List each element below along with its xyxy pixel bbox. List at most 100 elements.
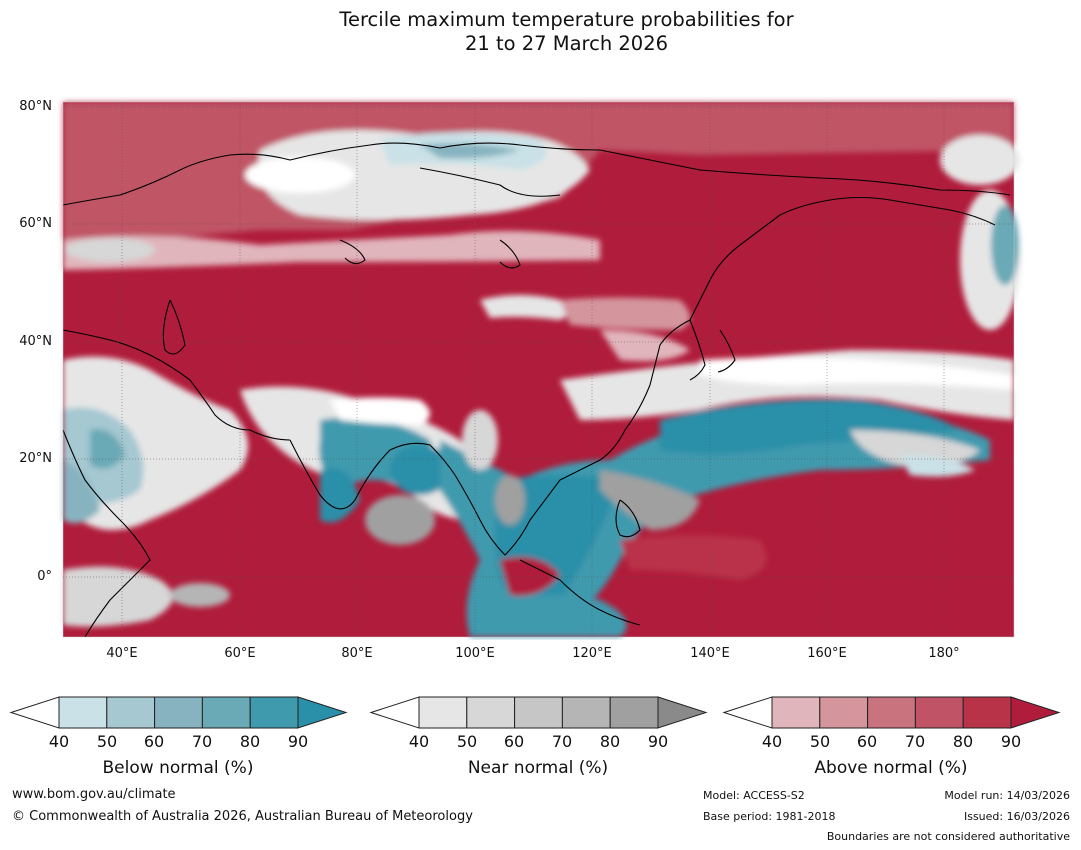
east-africa-near [63,566,173,627]
probability-map [62,101,1020,638]
near-bar-segment [466,696,516,729]
model-text: Model: ACCESS-S2 [703,789,805,802]
below-normal-colorbar [9,696,348,729]
above-tick-90: 90 [1000,732,1022,751]
horn-africa-below [63,460,100,524]
coastline [519,559,641,626]
near-tick-70: 70 [551,732,573,751]
lat-label-40n: 40°N [19,334,52,349]
se-asia-below [440,406,990,637]
indian-ocean-near [170,583,230,607]
pacific-below-east [900,455,975,477]
above-bar-segment [819,696,869,729]
java-sea-below [470,595,627,637]
near-tick-50: 50 [456,732,478,751]
above-tick-80: 80 [952,732,974,751]
below-bar-segment [249,696,299,729]
near-bar-segment [609,696,659,729]
above-tick-50: 50 [809,732,831,751]
near-bar-segment [561,696,611,729]
website-link[interactable]: www.bom.gov.au/climate [12,787,176,802]
lon-label-80e: 80°E [341,646,373,661]
arabia-below-core [90,429,125,469]
lon-label-60e: 60°E [224,646,256,661]
indochina-near [462,410,498,470]
pacific-near-east [850,430,980,466]
lon-label-160e: 160°E [807,646,847,661]
bay-bengal-near [365,495,435,545]
near-tick-40: 40 [408,732,430,751]
coastline [62,142,1011,206]
coastline [289,439,456,510]
below-tick-70: 70 [191,732,213,751]
below-bar-segment [154,696,203,729]
lon-label-40e: 40°E [106,646,138,661]
lon-label-100e: 100°E [455,646,495,661]
coastline [615,499,641,538]
above-normal-label: Above normal (%) [814,758,968,778]
lon-label-140e: 140°E [690,646,730,661]
coastline [454,429,626,556]
coastline [499,239,521,269]
china-light-above [560,297,690,330]
coastline [62,329,291,441]
korea-light-above [600,330,690,362]
central-light-band [63,231,600,270]
above-bar-high-arrow [1010,696,1061,729]
india-below-core [320,468,360,523]
lon-label-120e: 120°E [572,646,612,661]
near-bar-segment [514,696,563,729]
pacific-white-band [700,357,1014,390]
below-bar-segment [201,696,251,729]
chart-title: Tercile maximum temperature probabilitie… [0,8,1081,56]
lat-label-60n: 60°N [19,216,52,231]
chukotka-near-normal [940,135,1020,185]
himalaya-white [330,397,430,425]
above-bar-segment [962,696,1012,729]
below-bar-segment [58,696,108,729]
lat-label-20n: 20°N [19,451,52,466]
above-normal-colorbar [722,696,1061,729]
coastline [689,319,706,381]
coastline [162,299,186,355]
near-tick-80: 80 [599,732,621,751]
title-line-2: 21 to 27 March 2026 [464,32,669,55]
pacific-below-band [660,399,960,454]
near-bar-segment [418,696,468,729]
below-bar-high-arrow [297,696,348,729]
near-normal-colorbar [369,696,708,729]
kamchatka-below [991,205,1019,285]
philippine-near [600,470,700,530]
map-frame [62,101,1015,638]
maritime-above [620,535,767,580]
near-normal-label: Near normal (%) [467,758,609,778]
above-tick-60: 60 [856,732,878,751]
below-tick-50: 50 [96,732,118,751]
china-near-patch [480,295,570,320]
above-bar-segment [867,696,916,729]
below-tick-60: 60 [143,732,165,751]
white-patch-arctic [245,157,355,193]
lat-label-80n: 80°N [19,99,52,114]
coastline [62,429,151,638]
below-tick-40: 40 [48,732,70,751]
below-tick-80: 80 [239,732,261,751]
coastline [779,196,996,226]
caspian-near-normal [65,238,155,262]
above-tick-40: 40 [761,732,783,751]
near-bar-low-arrow [369,696,420,729]
near-tick-60: 60 [503,732,525,751]
coastline [339,239,366,265]
coastline [717,329,736,373]
boundaries-note: Boundaries are not considered authoritat… [826,830,1070,843]
below-tick-90: 90 [287,732,309,751]
title-line-1: Tercile maximum temperature probabilitie… [339,8,794,31]
indochina-grey [495,475,525,525]
copyright-text: © Commonwealth of Australia 2026, Austra… [12,809,473,824]
near-tick-90: 90 [647,732,669,751]
bay-bengal-below [390,445,450,495]
map-area [62,101,1020,638]
below-bar-low-arrow [9,696,60,729]
below-normal-label: Below normal (%) [102,758,254,778]
borneo-above [500,557,560,596]
